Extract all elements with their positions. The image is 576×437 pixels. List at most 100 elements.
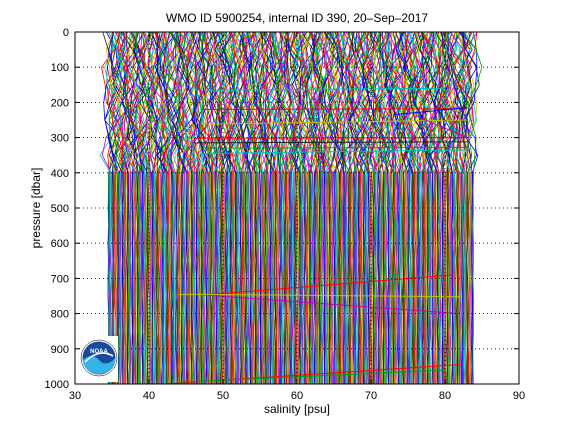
y-tick-label: 600 <box>51 238 69 250</box>
salinity-profile-line <box>359 32 381 384</box>
salinity-profile-line <box>343 32 357 384</box>
salinity-profile-line <box>167 32 183 384</box>
salinity-profile-line <box>112 32 128 384</box>
salinity-profile-line <box>191 32 213 384</box>
salinity-profile-line <box>193 32 210 384</box>
salinity-profile-line <box>178 32 201 384</box>
salinity-profile-line <box>327 32 345 384</box>
crossing-line <box>208 294 460 315</box>
y-tick-label: 900 <box>51 344 69 356</box>
salinity-profile-line <box>426 32 437 384</box>
salinity-profile-line <box>311 32 330 384</box>
y-tick-label: 100 <box>51 62 69 74</box>
logo-wave-icon <box>82 356 116 374</box>
salinity-profile-line <box>197 32 216 384</box>
crossing-line <box>193 141 468 144</box>
salinity-profile-line <box>280 32 296 384</box>
salinity-profile-line <box>203 32 216 384</box>
salinity-profile-line <box>311 32 321 384</box>
salinity-profile-line <box>212 32 231 384</box>
salinity-profile-line <box>113 32 131 384</box>
salinity-profile-line <box>210 32 227 384</box>
salinity-profile-line <box>369 32 382 384</box>
salinity-profile-line <box>425 32 444 384</box>
x-axis-label: salinity [psu] <box>264 402 330 416</box>
salinity-profile-line <box>290 32 309 384</box>
salinity-profile-line <box>251 32 266 384</box>
salinity-profile-line <box>335 32 352 384</box>
salinity-profile-line <box>454 32 471 384</box>
salinity-profile-line <box>207 32 226 384</box>
salinity-profile-line <box>313 32 332 384</box>
y-axis-label: pressure [dbar] <box>29 168 43 249</box>
salinity-profile-line <box>348 32 366 384</box>
crossing-lines-layer <box>163 87 468 384</box>
salinity-profile-line <box>405 32 421 384</box>
salinity-profile-line <box>393 32 407 384</box>
salinity-profile-line <box>222 32 236 384</box>
salinity-profile-line <box>185 32 198 384</box>
salinity-profile-line <box>173 32 189 384</box>
crossing-line <box>415 115 468 139</box>
salinity-profile-line <box>340 32 358 384</box>
salinity-profile-line <box>140 32 154 384</box>
y-tick-label: 700 <box>51 273 69 285</box>
salinity-profile-line <box>306 32 315 384</box>
y-tick-label: 300 <box>51 133 69 145</box>
salinity-profile-line <box>261 32 279 384</box>
salinity-profile-line <box>259 32 278 384</box>
salinity-profile-line <box>388 32 409 384</box>
salinity-profile-line <box>108 32 124 384</box>
x-tick-label: 90 <box>513 390 525 402</box>
axes-layer: 30 40 50 60 70 80 9001002003004005006007008009… <box>45 27 526 402</box>
salinity-profile-line <box>336 32 346 384</box>
salinity-profile-line <box>248 32 261 384</box>
salinity-profile-line <box>275 32 288 384</box>
crossing-line <box>208 87 446 91</box>
salinity-profile-line <box>382 32 404 384</box>
salinity-profile-line <box>417 32 429 384</box>
salinity-profile-line <box>462 32 479 384</box>
crossing-line <box>200 119 468 125</box>
salinity-profile-line <box>223 32 240 384</box>
salinity-profile-line <box>438 32 453 384</box>
salinity-profile-line <box>208 32 222 384</box>
salinity-profile-line <box>348 32 374 384</box>
crossing-line <box>178 293 460 298</box>
salinity-profile-line <box>354 32 369 384</box>
noaa-logo: NOAA <box>80 336 118 382</box>
salinity-profile-line <box>157 32 175 384</box>
salinity-profile-line <box>298 32 319 384</box>
salinity-profile-line <box>457 32 475 384</box>
salinity-profile-line <box>177 32 197 384</box>
salinity-profile-line <box>252 32 278 384</box>
salinity-profile-line <box>381 32 396 384</box>
logo-gull-icon <box>84 352 114 363</box>
y-tick-label: 1000 <box>45 379 69 391</box>
salinity-profile-line <box>160 32 174 384</box>
salinity-profile-line <box>233 32 251 384</box>
salinity-profile-line <box>396 32 414 384</box>
salinity-profile-line <box>161 32 179 384</box>
salinity-profile-line <box>436 32 456 384</box>
salinity-profile-line <box>242 32 256 384</box>
salinity-profile-line <box>427 32 449 384</box>
salinity-profile-line <box>195 32 209 384</box>
salinity-profile-line <box>136 32 156 384</box>
salinity-profile-line <box>379 32 390 384</box>
salinity-profile-line <box>269 32 283 384</box>
salinity-profile-line <box>125 32 141 384</box>
salinity-profile-line <box>201 32 216 384</box>
crossing-line <box>200 149 468 154</box>
salinity-profile-line <box>106 32 128 384</box>
salinity-profile-line <box>390 32 407 384</box>
salinity-profile-line <box>416 32 435 384</box>
salinity-profile-line <box>273 32 290 384</box>
salinity-profile-line <box>428 32 445 384</box>
salinity-profile-line <box>240 32 255 384</box>
crossing-line <box>200 108 468 110</box>
chart-title: WMO ID 5900254, internal ID 390, 20–Sep–… <box>166 11 428 25</box>
salinity-profile-line <box>316 32 334 384</box>
salinity-profile-line <box>232 32 252 384</box>
salinity-profile-line <box>132 32 152 384</box>
